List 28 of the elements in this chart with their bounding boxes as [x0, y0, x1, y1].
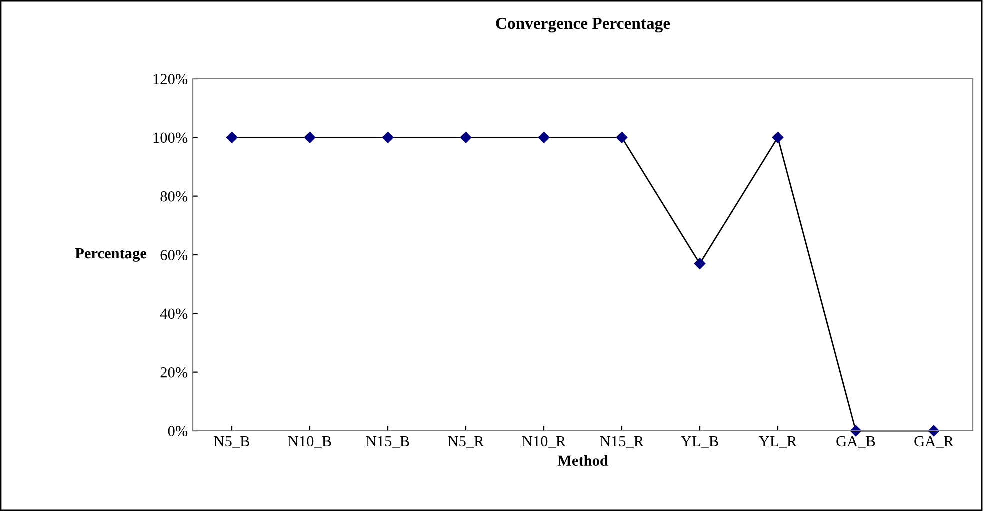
point	[616, 132, 628, 144]
chart-title: Convergence Percentage	[496, 18, 670, 33]
x-tick-label: GA_R	[914, 436, 954, 448]
x-axis-title: Method	[558, 455, 608, 466]
x-tick-label: N10_B	[288, 436, 332, 448]
y-tick-label: 40%	[160, 308, 188, 320]
point	[460, 132, 472, 144]
point	[304, 132, 316, 144]
y-tick-label: 60%	[160, 250, 188, 260]
y-tick-label: 120%	[154, 74, 188, 84]
x-tick-label: GA_B	[836, 436, 876, 448]
y-tick-label: 0%	[168, 426, 188, 436]
x-tick-label: YL_B	[681, 436, 718, 448]
x-tick-label: N10_R	[522, 436, 566, 448]
y-tick-label: 80%	[160, 191, 188, 202]
x-tick-label: N5_B	[214, 436, 250, 448]
y-tick-label: 20%	[160, 367, 188, 378]
point	[694, 258, 706, 270]
x-tick-label: N15_R	[600, 436, 644, 448]
x-tick-label: YL_R	[759, 436, 798, 448]
x-tick-label: N5_R	[448, 436, 484, 448]
y-axis-title: Percentage	[75, 248, 147, 262]
x-tick-label: N15_B	[366, 436, 410, 448]
point	[382, 132, 394, 144]
y-tick-label: 100%	[154, 132, 188, 144]
point	[226, 132, 238, 144]
point	[538, 132, 550, 144]
point	[772, 132, 784, 144]
